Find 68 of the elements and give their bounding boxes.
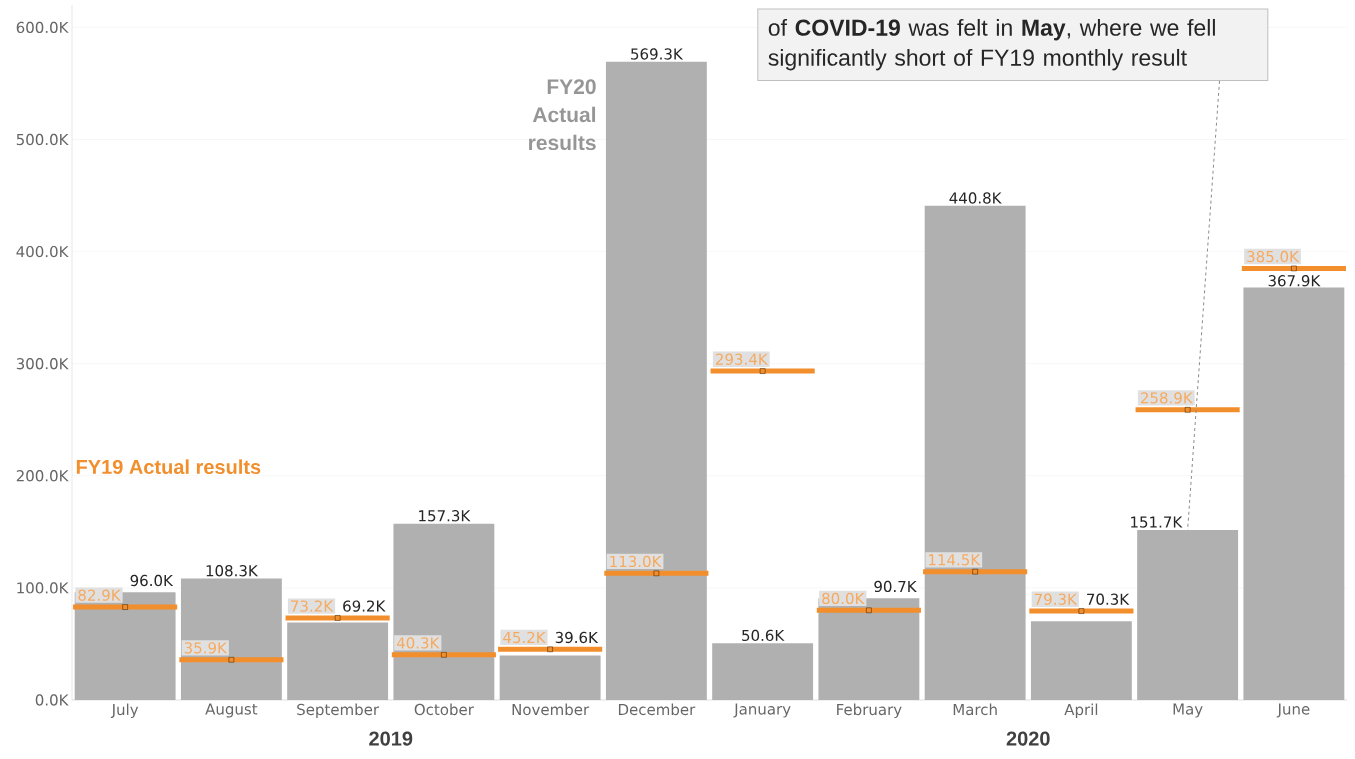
- point: [1078, 608, 1085, 614]
- data-label: 258.9K: [1140, 392, 1193, 404]
- y-tick-label: 600.0K: [16, 21, 69, 34]
- text: FY19 Actual results: [76, 459, 261, 475]
- point: [334, 615, 341, 621]
- y-tick-label: 200.0K: [16, 470, 69, 482]
- data-label: 114.5K: [929, 554, 981, 566]
- annotation: of COVID-19 was felt in May, where we fell significantly short of FY19 monthly result: [768, 18, 1215, 71]
- data-label: 113.0K: [610, 555, 662, 568]
- x-tick-label: August: [205, 703, 258, 718]
- data-label: 73.2K: [291, 600, 334, 612]
- data-label: 367.9K: [1268, 275, 1321, 287]
- y-tick-label: 300.0K: [16, 358, 69, 370]
- series-label: FY20 Actual results: [529, 79, 596, 151]
- bar: [1137, 529, 1239, 700]
- data-label: 569.3K: [631, 48, 684, 60]
- x-tick-label: March: [953, 703, 997, 716]
- data-label: 293.4K: [715, 353, 768, 365]
- point: [1291, 265, 1297, 272]
- data-label: 90.7K: [874, 580, 917, 593]
- point: [972, 568, 978, 575]
- x-tick-label: June: [1276, 703, 1310, 718]
- x-tick-label: February: [837, 703, 902, 719]
- point: [122, 604, 128, 610]
- x-tick-label: September: [297, 703, 380, 719]
- x-tick-label: November: [512, 703, 590, 716]
- bar: [1030, 621, 1132, 700]
- point: [653, 570, 660, 577]
- text: 2019: [369, 731, 413, 746]
- y-tick-label: 0.0K: [35, 694, 69, 706]
- x-tick-label: January: [733, 703, 791, 718]
- y-tick-label: 400.0K: [16, 245, 69, 258]
- data-label: 80.0K: [822, 592, 865, 605]
- y-tick-label: 100.0K: [17, 582, 69, 594]
- data-label: 70.3K: [1087, 593, 1130, 605]
- data-label: 151.7K: [1131, 516, 1183, 528]
- bar: [1243, 287, 1345, 700]
- data-label: 157.3K: [419, 510, 471, 522]
- data-label: 385.0K: [1247, 250, 1300, 263]
- data-label: 440.8K: [949, 192, 1002, 204]
- data-label: 50.6K: [742, 629, 785, 642]
- data-label: 69.2K: [343, 600, 386, 612]
- text: 2020: [1006, 731, 1050, 746]
- data-label: 79.3K: [1034, 593, 1078, 605]
- point: [866, 607, 872, 614]
- data-label: 40.3K: [396, 637, 440, 649]
- bar: [605, 61, 707, 700]
- point: [1184, 407, 1191, 413]
- point: [759, 368, 766, 374]
- data-label: 82.9K: [78, 589, 121, 601]
- data-label: 108.3K: [206, 565, 259, 577]
- y-tick-label: 500.0K: [16, 133, 69, 146]
- data-label: 39.6K: [555, 631, 599, 644]
- data-label: 96.0K: [130, 574, 174, 587]
- bar: [924, 205, 1026, 700]
- x-tick-label: July: [110, 703, 139, 719]
- bar: [180, 578, 282, 700]
- point: [228, 657, 235, 663]
- point: [441, 652, 447, 658]
- bar: [499, 655, 601, 700]
- data-label: 45.2K: [503, 631, 546, 644]
- x-tick-label: December: [618, 703, 696, 716]
- x-tick-label: October: [414, 703, 474, 716]
- data-label: 35.9K: [184, 642, 228, 654]
- x-tick-label: April: [1064, 703, 1098, 719]
- x-tick-label: May: [1173, 703, 1203, 718]
- bar: [712, 643, 814, 700]
- point: [547, 646, 553, 653]
